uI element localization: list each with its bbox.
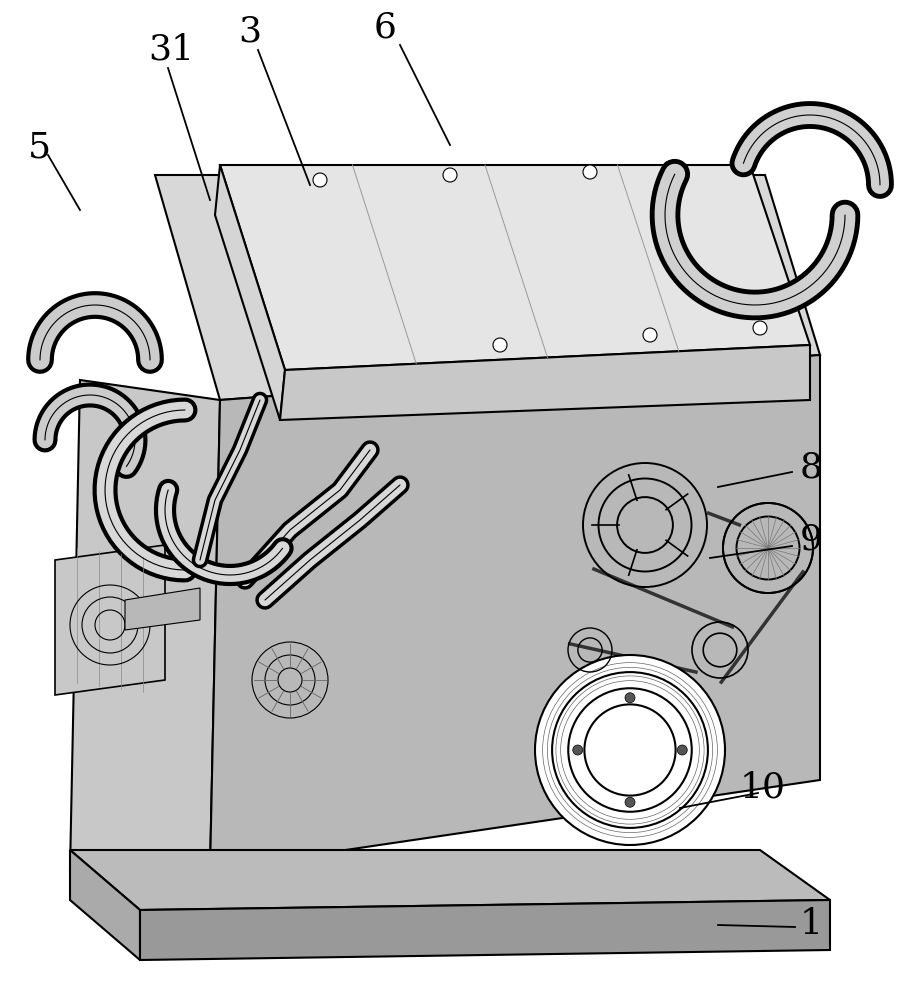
Circle shape [625,693,635,703]
Polygon shape [155,175,820,400]
Circle shape [643,328,657,342]
Polygon shape [70,380,220,870]
Circle shape [678,745,687,755]
Polygon shape [210,355,820,870]
Polygon shape [280,345,810,420]
Text: 5: 5 [28,131,51,165]
Text: 31: 31 [148,33,194,67]
Polygon shape [55,545,165,695]
Circle shape [625,797,635,807]
Text: 10: 10 [740,771,786,805]
Circle shape [443,168,457,182]
Polygon shape [220,165,810,370]
Circle shape [493,338,507,352]
Polygon shape [125,588,200,630]
Text: 6: 6 [374,11,396,45]
Polygon shape [70,850,830,910]
Text: 1: 1 [800,907,823,941]
Circle shape [663,161,677,175]
Circle shape [753,321,767,335]
Circle shape [535,655,725,845]
Text: 9: 9 [800,523,823,557]
Circle shape [583,165,597,179]
Polygon shape [70,850,140,960]
Polygon shape [215,165,285,420]
Circle shape [313,173,327,187]
Text: 8: 8 [800,451,823,485]
Polygon shape [140,900,830,960]
Text: 3: 3 [238,15,261,49]
Circle shape [573,745,583,755]
